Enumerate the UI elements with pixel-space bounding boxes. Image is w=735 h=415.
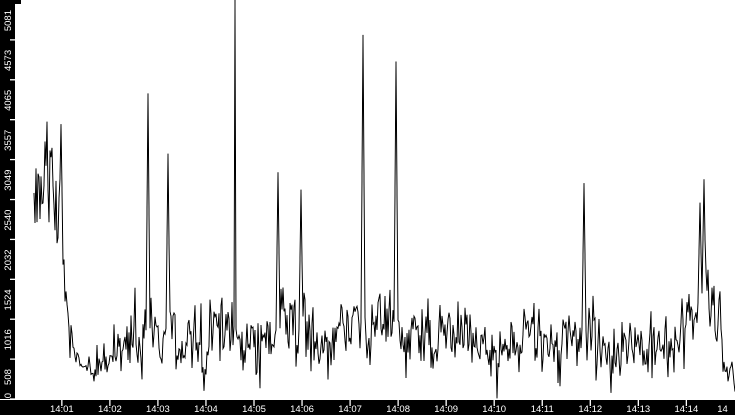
svg-text:508: 508 <box>3 369 14 385</box>
svg-text:3557: 3557 <box>3 130 14 151</box>
svg-text:14:06: 14:06 <box>290 404 314 415</box>
svg-text:1016: 1016 <box>3 329 14 350</box>
svg-text:2032: 2032 <box>3 249 14 270</box>
svg-text:4573: 4573 <box>3 50 14 71</box>
svg-text:14:02: 14:02 <box>98 404 122 415</box>
svg-text:14:13: 14:13 <box>626 404 650 415</box>
svg-text:14:03: 14:03 <box>146 404 170 415</box>
svg-text:4065: 4065 <box>3 90 14 111</box>
svg-text:14:12: 14:12 <box>578 404 602 415</box>
svg-text:14:14: 14:14 <box>674 404 698 415</box>
svg-text:0: 0 <box>3 393 14 398</box>
svg-text:14:11: 14:11 <box>531 404 554 415</box>
svg-text:14:09: 14:09 <box>434 404 458 415</box>
svg-text:14:04: 14:04 <box>194 404 218 415</box>
svg-text:1524: 1524 <box>3 289 14 310</box>
svg-text:3049: 3049 <box>3 170 14 191</box>
svg-text:2540: 2540 <box>3 210 14 231</box>
svg-text:14:05: 14:05 <box>242 404 266 415</box>
svg-text:14:07: 14:07 <box>338 404 362 415</box>
svg-text:14:10: 14:10 <box>482 404 506 415</box>
svg-text:14:08: 14:08 <box>386 404 410 415</box>
svg-text:14: 14 <box>717 404 728 415</box>
svg-text:5081: 5081 <box>3 10 14 31</box>
svg-text:14:01: 14:01 <box>50 404 74 415</box>
